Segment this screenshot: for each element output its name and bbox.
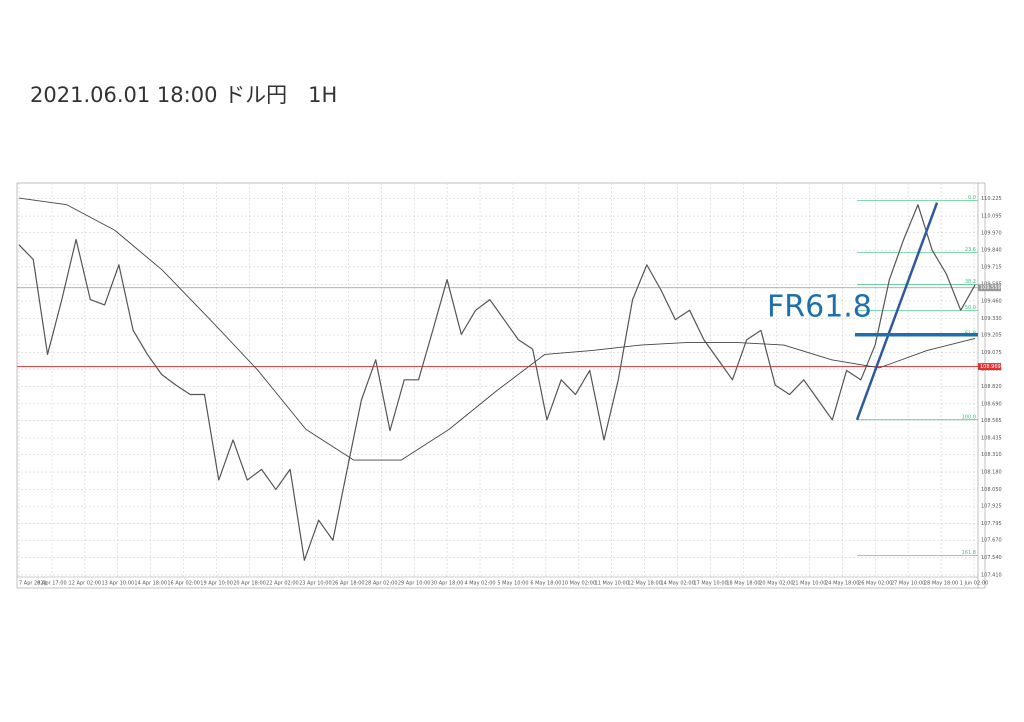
x-tick-label: 20 May 02:00	[759, 581, 793, 587]
x-tick-label: 21 May 10:00	[792, 581, 826, 587]
x-tick-label: 10 May 02:00	[562, 581, 596, 587]
y-tick-label: 108.690	[981, 401, 1002, 407]
x-tick-label: 17 May 10:00	[693, 581, 727, 587]
x-tick-label: 23 Apr 10:00	[299, 581, 332, 587]
fib-label: 23.6	[965, 247, 976, 253]
x-tick-label: 24 May 18:00	[825, 581, 859, 587]
price-label-box	[978, 363, 1001, 371]
price-label: 108.969	[980, 364, 1001, 370]
price-label-box	[978, 284, 1001, 292]
x-tick-label: 12 May 18:00	[628, 581, 662, 587]
fib-label: 161.8	[962, 550, 976, 556]
y-tick-label: 108.565	[981, 418, 1002, 424]
x-tick-label: 28 Apr 02:00	[365, 581, 398, 587]
x-tick-label: 14 May 02:00	[660, 581, 694, 587]
x-tick-label: 28 May 18:00	[924, 581, 958, 587]
y-tick-label: 107.540	[981, 555, 1002, 561]
x-tick-label: 5 May 10:00	[497, 581, 528, 587]
y-tick-label: 108.180	[981, 470, 1002, 476]
x-tick-label: 18 May 18:00	[726, 581, 760, 587]
x-tick-label: 7 Apr 2021	[19, 581, 47, 587]
y-tick-label: 109.330	[981, 316, 1002, 322]
fib-label: 100.0	[962, 414, 976, 420]
y-tick-label: 108.435	[981, 435, 1002, 441]
price-series	[18, 204, 976, 561]
y-tick-label: 109.460	[981, 298, 1002, 304]
x-tick-label: 26 May 02:00	[858, 581, 892, 587]
y-tick-label: 109.840	[981, 248, 1002, 254]
annotation-text: FR61.8	[767, 289, 872, 324]
y-tick-label: 109.075	[981, 350, 1002, 356]
price-label: 109.559	[980, 285, 1001, 291]
x-tick-label: 6 May 18:00	[530, 581, 561, 587]
y-tick-label: 109.970	[981, 230, 1002, 236]
y-tick-label: 109.715	[981, 264, 1002, 270]
x-tick-label: 26 Apr 18:00	[332, 581, 365, 587]
x-tick-label: 4 May 02:00	[464, 581, 495, 587]
x-tick-label: 30 Apr 18:00	[431, 581, 464, 587]
y-tick-label: 110.225	[981, 196, 1002, 202]
x-tick-label: 20 Apr 18:00	[233, 581, 266, 587]
x-tick-label: 27 May 10:00	[891, 581, 925, 587]
x-tick-label: 16 Apr 02:00	[167, 581, 200, 587]
fib-label: 50.0	[965, 305, 976, 311]
y-tick-label: 108.050	[981, 487, 1002, 493]
x-tick-label: 14 Apr 18:00	[134, 581, 167, 587]
chart-frame	[16, 182, 986, 589]
y-tick-label: 108.820	[981, 384, 1002, 390]
x-tick-label: 13 Apr 10:00	[101, 581, 134, 587]
y-tick-label: 108.310	[981, 452, 1002, 458]
fib-label: 0.0	[968, 195, 976, 201]
y-tick-label: 107.670	[981, 538, 1002, 544]
chart-title: 2021.06.01 18:00 ドル円 1H	[30, 83, 337, 107]
x-tick-label: 11 May 10:00	[595, 581, 629, 587]
y-tick-label: 109.205	[981, 333, 1002, 339]
x-tick-label: 22 Apr 02:00	[266, 581, 299, 587]
price-series	[18, 197, 976, 461]
y-tick-label: 110.095	[981, 214, 1002, 220]
x-tick-label: 19 Apr 10:00	[200, 581, 233, 587]
y-tick-label: 107.795	[981, 521, 1002, 527]
trend-line	[855, 202, 939, 421]
x-tick-label: 1 Jun 02:00	[960, 581, 989, 587]
x-tick-label: 8 Apr 17:00	[37, 581, 66, 587]
x-tick-label: 29 Apr 10:00	[398, 581, 431, 587]
fib-label: 38.2	[965, 279, 976, 285]
x-tick-label: 12 Apr 02:00	[69, 581, 102, 587]
y-tick-label: 107.925	[981, 504, 1002, 510]
y-tick-label: 107.410	[981, 572, 1002, 578]
